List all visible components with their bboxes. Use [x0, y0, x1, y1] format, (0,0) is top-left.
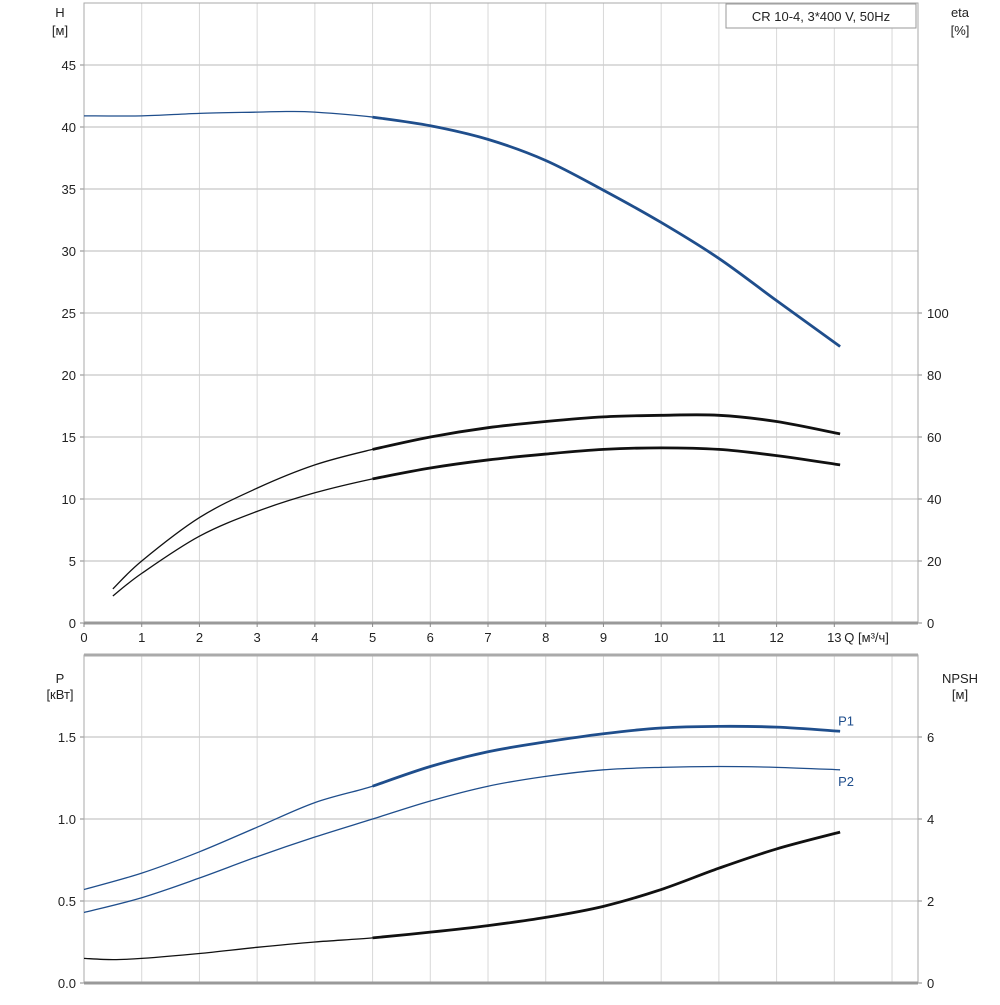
x-tick-label: 10: [654, 630, 668, 645]
series-label-p2: P2: [838, 774, 854, 789]
x-tick-label: 3: [254, 630, 261, 645]
y-left-axis-title: P: [56, 671, 65, 686]
x-tick-label: 9: [600, 630, 607, 645]
x-tick-label: 6: [427, 630, 434, 645]
y-left-tick-label: 0.0: [58, 976, 76, 991]
x-tick-label: 2: [196, 630, 203, 645]
series-label-p1: P1: [838, 713, 854, 728]
y-left-tick-label: 45: [62, 58, 76, 73]
y-right-tick-label: 0: [927, 616, 934, 631]
x-tick-label: 11: [712, 630, 726, 645]
y-left-tick-label: 5: [69, 554, 76, 569]
y-right-tick-label: 60: [927, 430, 941, 445]
x-tick-label: 7: [484, 630, 491, 645]
y-right-tick-label: 6: [927, 730, 934, 745]
y-right-tick-label: 40: [927, 492, 941, 507]
y-right-axis-title: eta: [951, 5, 970, 20]
y-right-tick-label: 2: [927, 894, 934, 909]
y-right-tick-label: 100: [927, 306, 949, 321]
series-line-h: [83, 110, 841, 348]
series-line-eta-pump: [112, 414, 841, 590]
series-operating-range-p1: [372, 724, 841, 788]
x-axis-title: Q [м³/ч]: [844, 630, 889, 645]
series-line-npsh: [83, 831, 841, 961]
y-left-tick-label: 15: [62, 430, 76, 445]
y-left-axis-unit: [кВт]: [46, 687, 73, 702]
y-left-tick-label: 20: [62, 368, 76, 383]
x-tick-label: 5: [369, 630, 376, 645]
y-right-tick-label: 4: [927, 812, 934, 827]
y-right-tick-label: 0: [927, 976, 934, 991]
series-operating-range-npsh: [372, 830, 841, 940]
y-left-tick-label: 1.0: [58, 812, 76, 827]
x-tick-label: 13: [827, 630, 841, 645]
legend-box: [725, 3, 917, 29]
y-left-tick-label: 1.5: [58, 730, 76, 745]
x-tick-label: 1: [138, 630, 145, 645]
y-left-tick-label: 0.5: [58, 894, 76, 909]
series-operating-range-eta-total: [372, 446, 841, 481]
series-operating-range-h: [372, 115, 841, 348]
y-right-tick-label: 20: [927, 554, 941, 569]
x-tick-label: 8: [542, 630, 549, 645]
y-right-axis-unit: [м]: [952, 687, 968, 702]
y-left-axis-unit: [м]: [52, 23, 68, 38]
series-operating-range-eta-pump: [372, 413, 841, 451]
y-right-axis-title: NPSH: [942, 671, 978, 686]
y-left-tick-label: 40: [62, 120, 76, 135]
series-line-eta-total: [112, 447, 841, 597]
y-left-tick-label: 10: [62, 492, 76, 507]
y-right-axis-unit: [%]: [951, 23, 970, 38]
x-tick-label: 12: [769, 630, 783, 645]
x-tick-label: 4: [311, 630, 318, 645]
series-line-p2: [83, 765, 841, 914]
y-left-axis-title: H: [55, 5, 64, 20]
y-right-tick-label: 80: [927, 368, 941, 383]
y-left-tick-label: 35: [62, 182, 76, 197]
x-tick-label: 0: [80, 630, 87, 645]
y-left-tick-label: 30: [62, 244, 76, 259]
y-left-tick-label: 25: [62, 306, 76, 321]
y-left-tick-label: 0: [69, 616, 76, 631]
legend-box-text: CR 10-4, 3*400 V, 50Hz: [752, 9, 890, 24]
